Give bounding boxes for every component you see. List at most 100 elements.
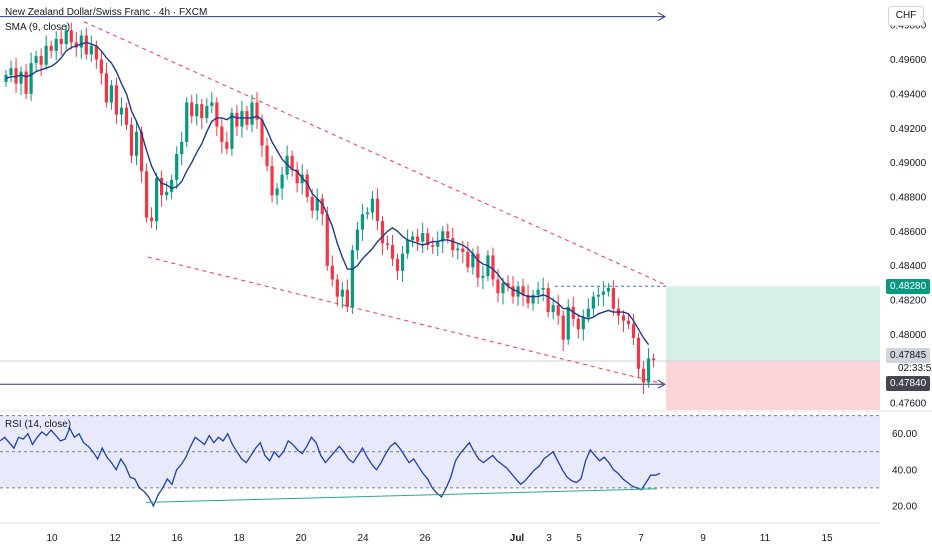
candle-body <box>566 306 570 340</box>
candle-body <box>506 282 510 287</box>
candle-body <box>320 198 324 215</box>
candle-body <box>586 308 590 318</box>
candle-body <box>591 296 595 309</box>
candle-body <box>255 102 259 120</box>
candle-body <box>631 324 636 338</box>
candle-body <box>155 178 159 222</box>
time-tick-label: 12 <box>109 533 121 544</box>
candle-body <box>220 126 224 142</box>
rsi-divergence-line <box>145 488 658 503</box>
candle-body <box>536 289 540 295</box>
candle-body <box>370 198 375 213</box>
candle-body <box>511 286 515 297</box>
candle-body <box>280 174 284 189</box>
candle-body <box>476 253 480 278</box>
candle-body <box>4 75 8 82</box>
candle-body <box>436 241 440 247</box>
price-tick-label: 0.47600 <box>890 399 927 410</box>
time-tick-label: 9 <box>700 533 706 544</box>
bar-countdown: 02:33:52 <box>898 363 932 374</box>
candle-body <box>526 294 530 304</box>
stop-zone <box>666 361 880 410</box>
candle-body <box>406 239 410 254</box>
candle-body <box>325 214 329 266</box>
target-price-label: 0.48280 <box>886 279 931 294</box>
candle-body <box>235 112 239 127</box>
candle-body <box>576 318 580 330</box>
candle-body <box>340 289 344 297</box>
candle-body <box>54 38 58 51</box>
candle-body <box>611 288 616 309</box>
candle-body <box>471 253 475 268</box>
rsi-tick-label: 60.00 <box>892 429 917 440</box>
candle-body <box>571 306 575 319</box>
candle-body <box>601 291 605 295</box>
candle-body <box>400 253 405 271</box>
candle-body <box>215 102 219 127</box>
candle-body <box>79 35 83 48</box>
candle-body <box>205 105 209 118</box>
candle-body <box>350 250 354 307</box>
rsi-tick-label: 40.00 <box>892 465 917 476</box>
target-zone <box>666 286 880 362</box>
candle-body <box>160 178 164 196</box>
candle-body <box>139 131 144 172</box>
candle-body <box>651 358 656 361</box>
lower-line-arrow <box>657 379 667 389</box>
candle-body <box>59 38 63 45</box>
time-tick-label: 7 <box>638 533 644 544</box>
candle-body <box>636 337 641 369</box>
candle-body <box>165 191 169 196</box>
candle-body <box>390 245 395 259</box>
candle-body <box>49 45 53 51</box>
candle-body <box>225 142 229 149</box>
candle-body <box>335 279 339 297</box>
candle-body <box>109 85 114 103</box>
candle-body <box>355 229 359 251</box>
candle-body <box>556 305 560 316</box>
candle-body <box>431 245 435 247</box>
candle-body <box>134 131 139 156</box>
chart-title: New Zealand Dollar/Swiss Franc · 4h · FX… <box>5 7 208 18</box>
sma-legend[interactable]: SMA (9, close) <box>5 22 71 33</box>
candle-body <box>44 45 48 65</box>
price-tick-label: 0.49600 <box>890 55 927 66</box>
candle-body <box>456 248 460 251</box>
price-tick-label: 0.48000 <box>890 330 927 341</box>
candle-body <box>531 294 535 304</box>
candle-body <box>14 68 18 84</box>
price-tick-label: 0.48600 <box>890 227 927 238</box>
candle-body <box>461 248 465 252</box>
candle-body <box>330 265 334 280</box>
candle-body <box>446 231 450 239</box>
time-tick-label: 20 <box>295 533 307 544</box>
rsi-legend[interactable]: RSI (14, close) <box>5 419 72 430</box>
candle-body <box>195 104 199 117</box>
candle-body <box>606 288 610 292</box>
candle-body <box>621 315 626 321</box>
current-price-label: 0.47845 <box>886 348 931 363</box>
channel-upper-line <box>83 21 666 286</box>
time-tick-label: 10 <box>46 533 58 544</box>
currency-button[interactable]: CHF <box>888 6 924 26</box>
channel-lower-line <box>147 256 666 385</box>
rsi-line <box>0 426 661 508</box>
candle-body <box>295 169 299 184</box>
time-tick-label: 26 <box>419 533 431 544</box>
candle-body <box>200 104 204 118</box>
time-tick-label: 5 <box>576 533 582 544</box>
stop-price-label: 0.47840 <box>886 376 931 391</box>
candle-body <box>39 56 43 65</box>
candle-body <box>290 155 294 170</box>
candle-body <box>581 317 585 330</box>
candle-body <box>119 107 124 115</box>
candle-body <box>144 171 149 218</box>
candle-body <box>69 30 73 43</box>
candle-body <box>375 198 380 222</box>
time-tick-label: Jul <box>510 533 525 544</box>
candle-body <box>441 231 445 242</box>
price-tick-label: 0.49000 <box>890 158 927 169</box>
price-tick-label: 0.49200 <box>890 124 927 135</box>
candle-body <box>315 198 319 211</box>
